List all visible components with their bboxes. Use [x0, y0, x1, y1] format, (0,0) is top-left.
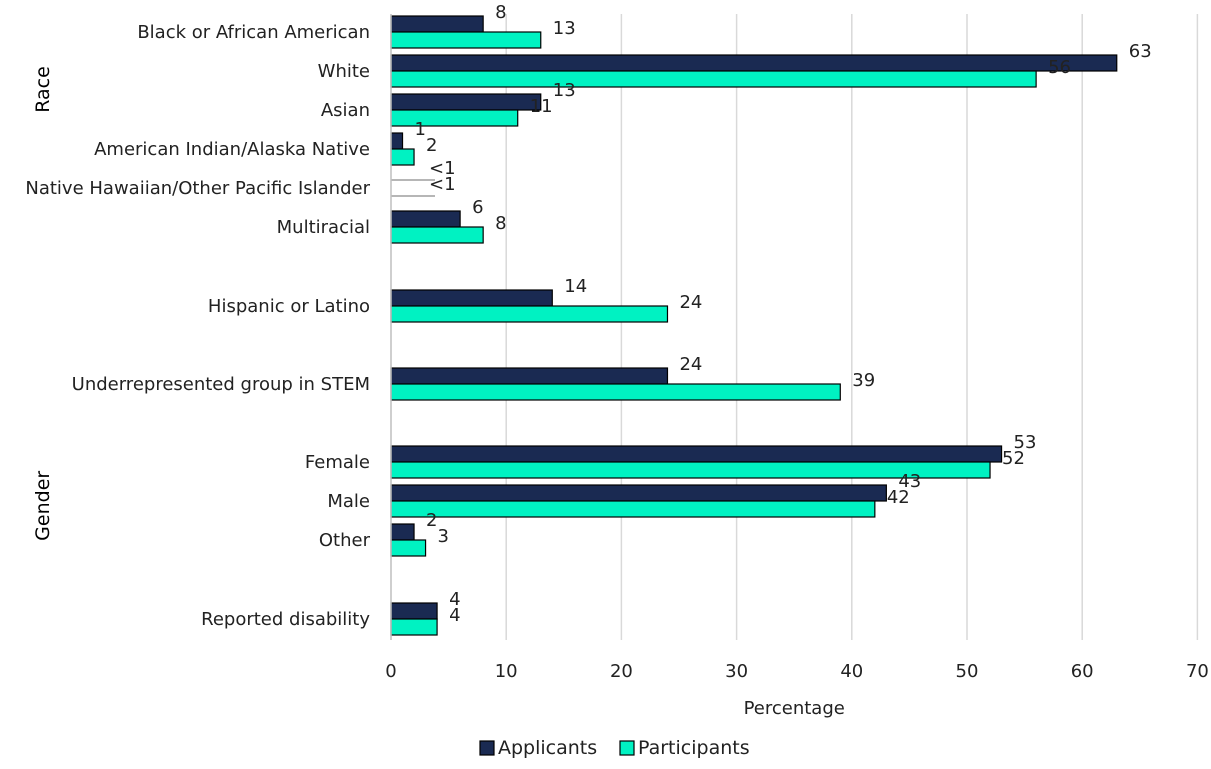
legend-swatch-applicants	[479, 740, 495, 756]
grid-layer	[505, 14, 1199, 640]
category-label: Native Hawaiian/Other Pacific Islander	[25, 178, 370, 199]
bar-applicants	[390, 289, 553, 307]
category-label: American Indian/Alaska Native	[94, 139, 370, 160]
value-label: <1	[429, 158, 456, 179]
value-label: 2	[426, 510, 437, 531]
value-label: 4	[449, 605, 460, 626]
value-label: 24	[679, 292, 702, 313]
group-label-race: Race	[32, 66, 54, 113]
bar-participants	[390, 305, 669, 323]
value-label: 56	[1048, 57, 1071, 78]
bar-applicants	[390, 54, 1118, 72]
bar-layer	[390, 15, 1118, 636]
category-label: Female	[305, 452, 370, 473]
category-label: Hispanic or Latino	[208, 296, 370, 317]
bar-participants	[390, 500, 876, 518]
bar-applicants	[390, 602, 438, 620]
axis-layer: 0 10 20 30 40 50 60 70	[385, 14, 1209, 682]
bar-applicants	[390, 93, 542, 111]
value-label: 11	[530, 96, 553, 117]
legend-label-participants: Participants	[638, 737, 750, 759]
value-label: 14	[564, 276, 587, 297]
bar-participants	[390, 539, 427, 557]
value-label: 43	[898, 471, 921, 492]
bar-participants	[390, 148, 415, 166]
bar-participants	[390, 226, 484, 244]
bar-applicants	[390, 132, 404, 150]
value-label: 53	[1014, 432, 1037, 453]
label-layer: Black or African American813White6356Asi…	[25, 2, 1151, 630]
value-label: 24	[679, 354, 702, 375]
bar-applicants	[390, 523, 415, 541]
category-label: Black or African American	[137, 22, 370, 43]
value-label: 8	[495, 2, 506, 23]
x-tick-label: 70	[1186, 661, 1209, 682]
bar-applicants	[390, 445, 1003, 463]
value-label: 13	[553, 80, 576, 101]
bar-participants	[390, 70, 1037, 88]
value-label: 42	[887, 487, 910, 508]
value-label: 13	[553, 18, 576, 39]
bar-participants	[390, 31, 542, 49]
category-label: White	[318, 61, 370, 82]
value-label: <1	[429, 174, 456, 195]
x-tick-label: 20	[610, 661, 633, 682]
value-label: 8	[495, 213, 506, 234]
bar-applicants	[390, 210, 461, 228]
category-label: Asian	[321, 100, 370, 121]
value-label: 6	[472, 197, 483, 218]
category-label: Underrepresented group in STEM	[72, 374, 370, 395]
value-label: 2	[426, 135, 437, 156]
value-label: 4	[449, 589, 460, 610]
category-label: Reported disability	[201, 609, 370, 630]
value-label: 1	[415, 119, 426, 140]
x-tick-label: 60	[1071, 661, 1094, 682]
category-label: Multiracial	[277, 217, 370, 238]
bar-participants	[390, 109, 519, 127]
value-label: 63	[1129, 41, 1152, 62]
bar-applicants	[390, 15, 484, 33]
category-label: Male	[327, 491, 370, 512]
x-tick-label: 40	[840, 661, 863, 682]
category-label: Other	[319, 530, 371, 551]
legend-label-applicants: Applicants	[498, 737, 597, 759]
x-tick-label: 0	[385, 661, 396, 682]
bar-participants	[390, 383, 841, 401]
value-label: 3	[438, 526, 449, 547]
x-tick-label: 50	[956, 661, 979, 682]
x-tick-label: 30	[725, 661, 748, 682]
x-axis-title: Percentage	[744, 698, 845, 719]
value-label: 52	[1002, 448, 1025, 469]
legend-swatch-participants	[619, 740, 635, 756]
bar-participants	[390, 618, 438, 636]
value-label: 39	[852, 370, 875, 391]
group-label-gender: Gender	[32, 471, 54, 541]
bar-applicants	[390, 484, 887, 502]
bar-applicants	[390, 367, 669, 385]
x-tick-label: 10	[495, 661, 518, 682]
legend: Applicants Participants	[479, 737, 750, 759]
